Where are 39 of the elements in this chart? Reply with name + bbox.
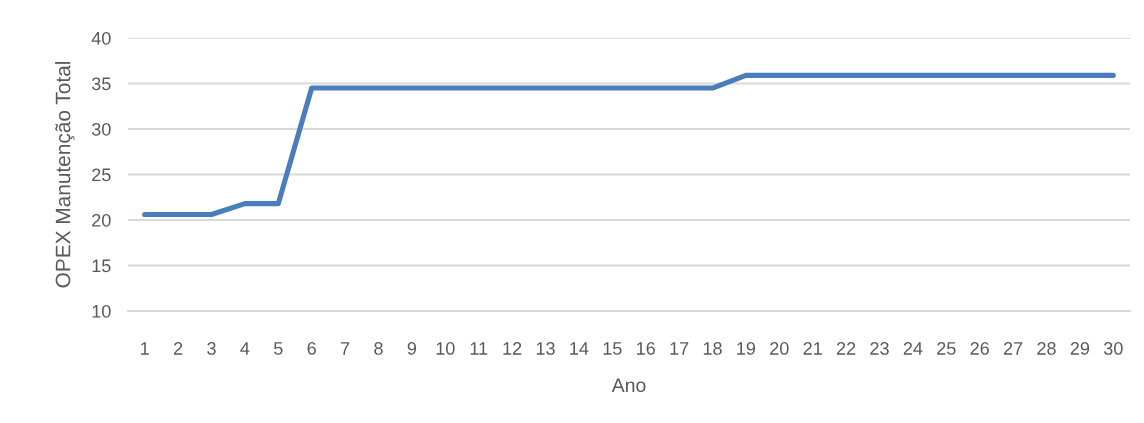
x-tick-label: 6	[307, 342, 316, 355]
x-tick-label: 30	[1103, 342, 1123, 355]
x-tick-label: 11	[470, 342, 488, 355]
y-tick-label: 35	[91, 77, 111, 91]
x-tick-label: 24	[903, 342, 923, 355]
x-tick-label: 13	[536, 342, 555, 355]
x-tick-label: 14	[570, 342, 589, 355]
x-tick-label: 22	[836, 342, 856, 355]
y-tick-label: 25	[92, 168, 111, 182]
x-tick-label: 26	[970, 342, 989, 355]
x-tick-label: 5	[274, 342, 283, 355]
x-tick-label: 23	[870, 342, 889, 355]
x-tick-label: 10	[436, 342, 455, 355]
x-tick-label: 9	[407, 342, 417, 355]
y-tick-label: 10	[92, 304, 111, 318]
x-tick-label: 15	[603, 342, 622, 355]
x-tick-label: 25	[937, 342, 956, 355]
x-tick-label: 27	[1003, 342, 1023, 355]
x-tick-label: 2	[173, 342, 183, 355]
x-tick-label: 16	[637, 342, 655, 355]
x-tick-label: 18	[703, 342, 722, 355]
y-tick-label: 15	[92, 259, 111, 273]
x-tick-label: 20	[770, 342, 789, 355]
x-tick-label: 29	[1070, 342, 1090, 355]
y-tick-label: 20	[92, 213, 111, 227]
x-tick-label: 3	[207, 342, 216, 355]
x-tick-label: 12	[503, 342, 522, 355]
x-tick-label: 7	[341, 342, 350, 355]
y-tick-label: 30	[91, 122, 111, 136]
x-tick-label: 1	[141, 342, 149, 355]
x-tick-label: 21	[803, 342, 822, 355]
y-axis-title: OPEX Manutenção Total	[55, 62, 75, 288]
x-axis-title: Ano	[611, 378, 646, 393]
x-tick-label: 8	[374, 342, 383, 355]
x-tick-label: 17	[670, 342, 689, 355]
x-tick-label: 19	[737, 342, 756, 355]
x-tick-label: 28	[1037, 342, 1056, 355]
y-tick-label: 40	[91, 31, 111, 45]
x-tick-label: 4	[240, 342, 250, 355]
